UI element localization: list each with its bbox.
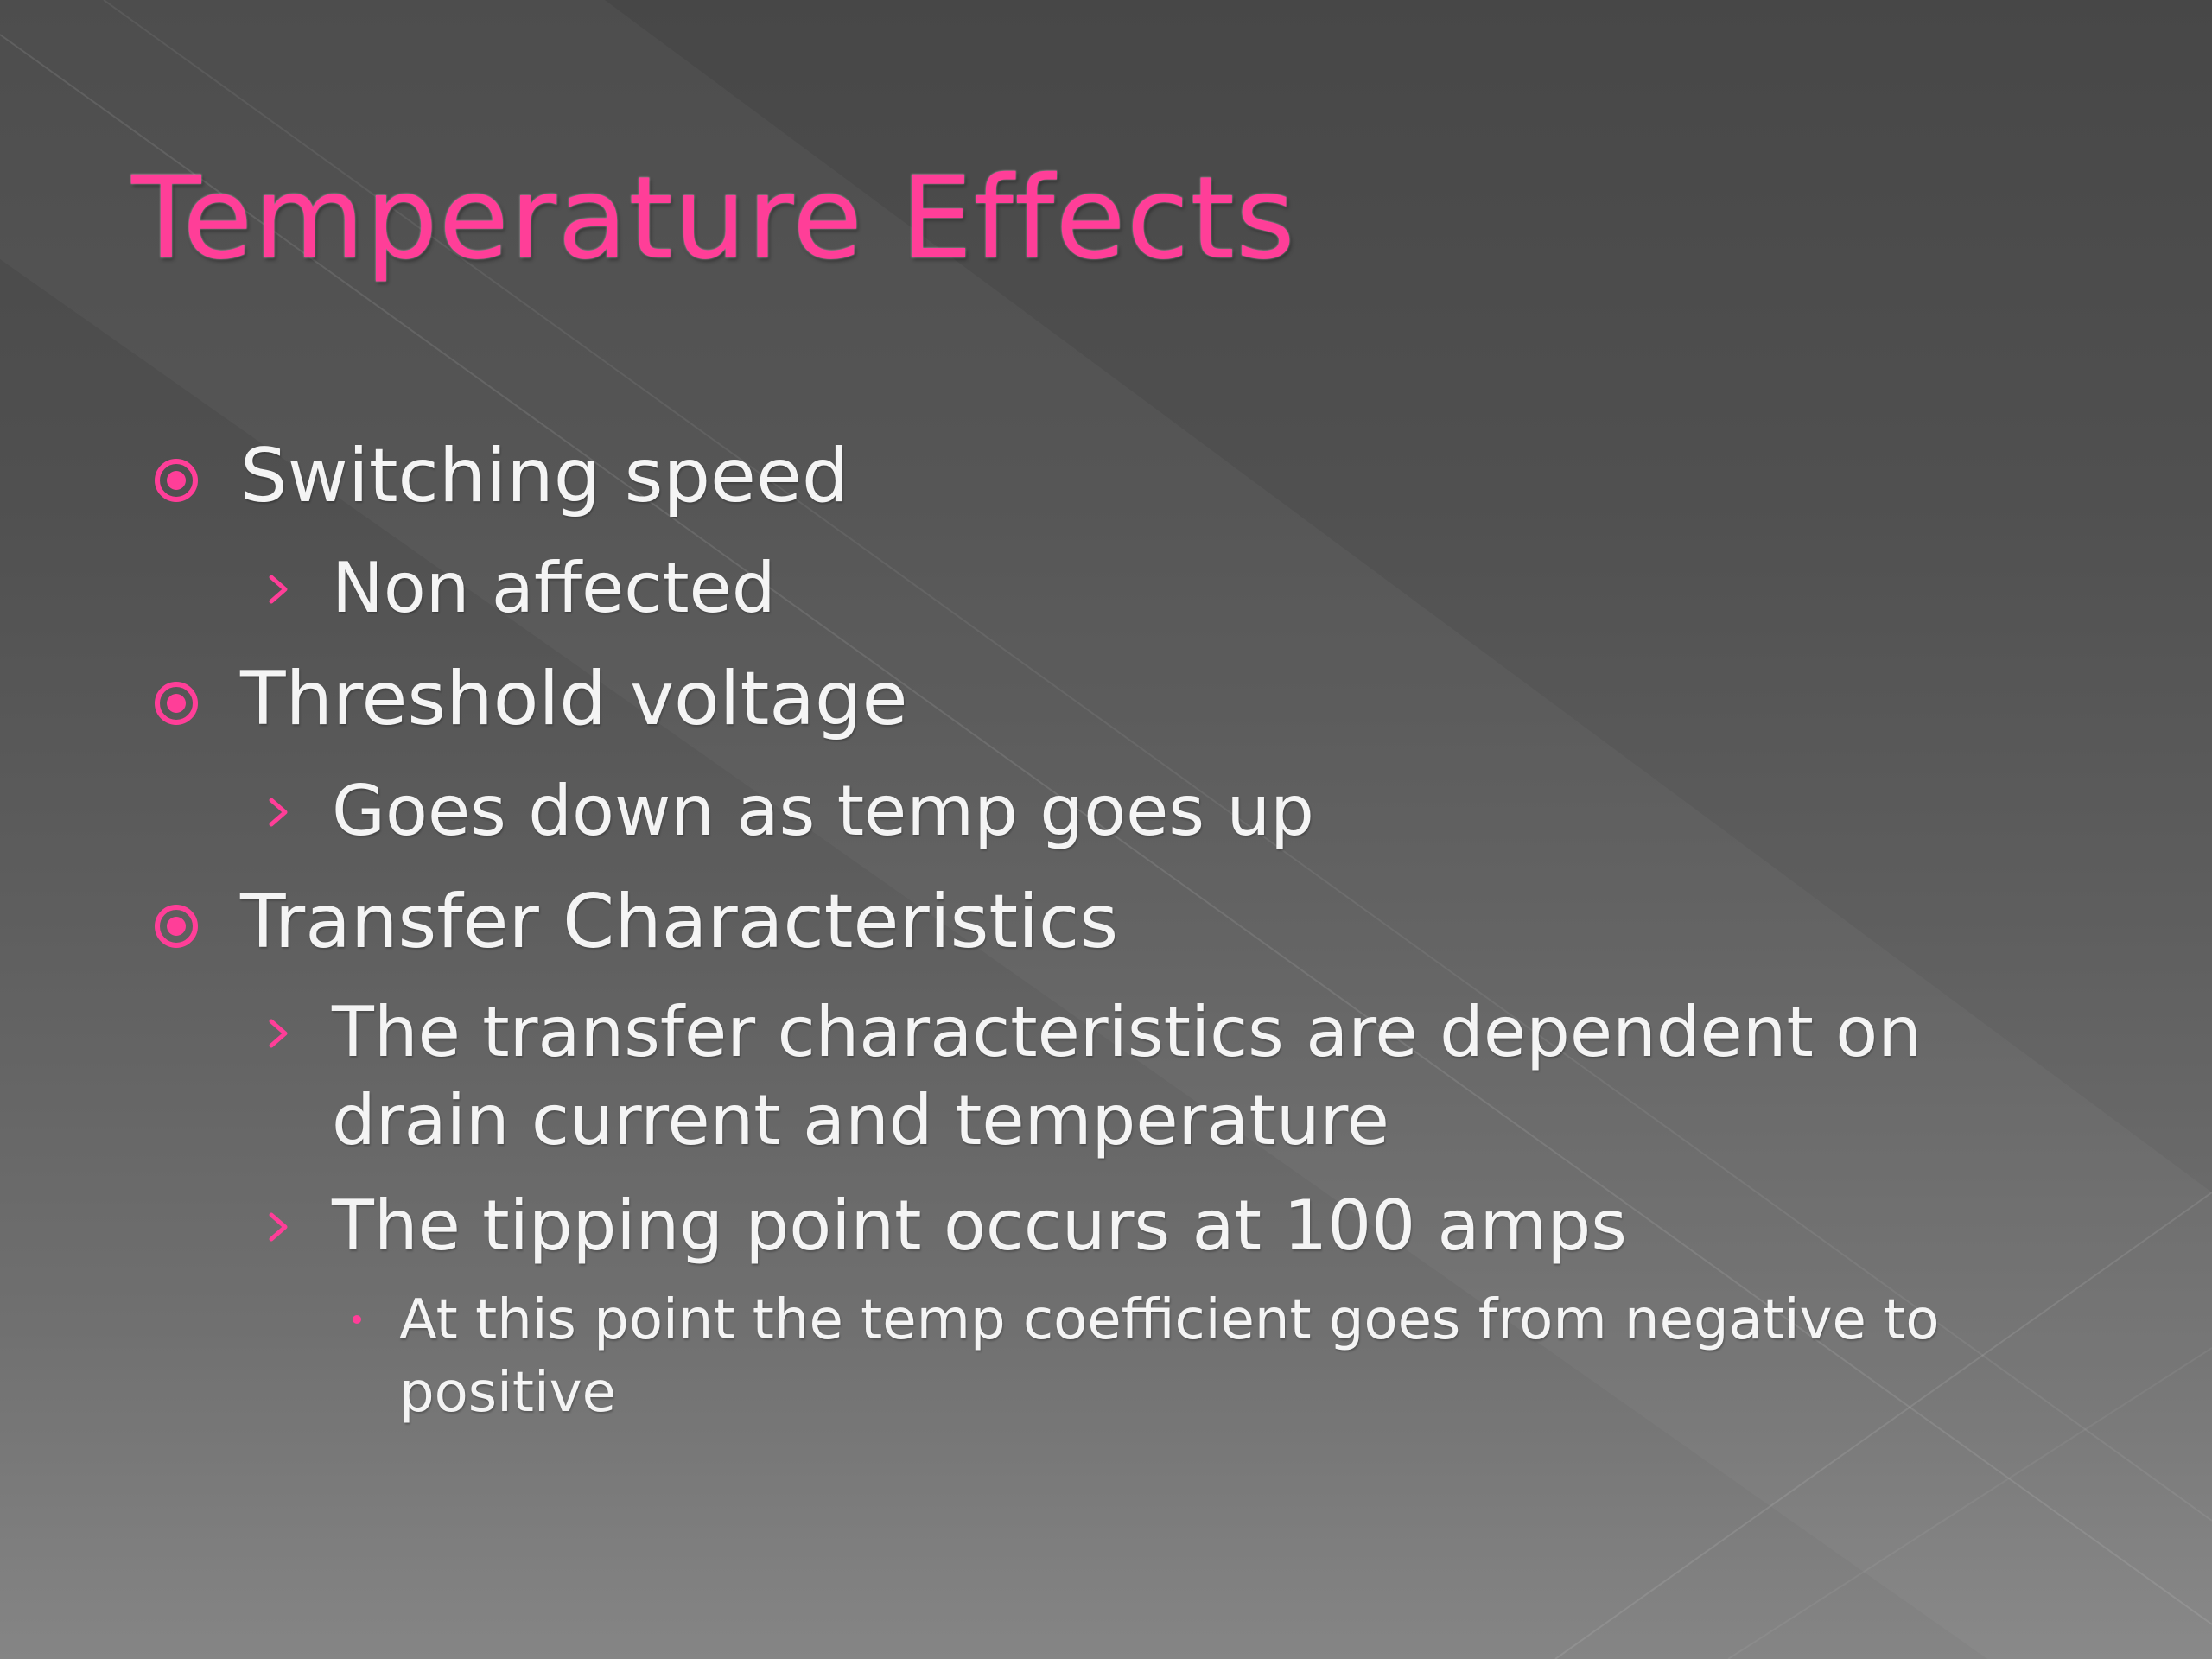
bullet-item-threshold-voltage: Threshold voltage bbox=[240, 656, 908, 742]
sub-sub-item-line: positive bbox=[399, 1361, 617, 1426]
bullet-item-transfer-characteristics: Transfer Characteristics bbox=[240, 879, 1119, 965]
chevron-right-icon bbox=[269, 1212, 288, 1242]
bullet-item-switching-speed: Switching speed bbox=[240, 433, 849, 519]
target-bullet-icon bbox=[155, 459, 198, 502]
sub-item-line: drain current and temperature bbox=[332, 1080, 1389, 1161]
chevron-right-icon bbox=[269, 575, 288, 604]
target-bullet-icon bbox=[155, 682, 198, 725]
sub-item-goes-down: Goes down as temp goes up bbox=[332, 771, 1314, 851]
slide-title: Temperature Effects bbox=[131, 152, 1296, 285]
sub-sub-item-line: At this point the temp coefficient goes … bbox=[399, 1288, 1940, 1352]
sub-item-non-affected: Non affected bbox=[332, 548, 776, 628]
chevron-right-icon bbox=[269, 1019, 288, 1048]
dot-bullet-icon bbox=[353, 1315, 361, 1324]
chevron-right-icon bbox=[269, 798, 288, 827]
sub-sub-item-coefficient: At this point the temp coefficient goes … bbox=[399, 1284, 1940, 1430]
sub-item-transfer-dependence: The transfer characteristics are depende… bbox=[332, 988, 1922, 1166]
target-bullet-icon bbox=[155, 905, 198, 948]
sub-item-tipping-point: The tipping point occurs at 100 amps bbox=[332, 1185, 1627, 1266]
sub-item-line: The transfer characteristics are depende… bbox=[332, 992, 1922, 1072]
